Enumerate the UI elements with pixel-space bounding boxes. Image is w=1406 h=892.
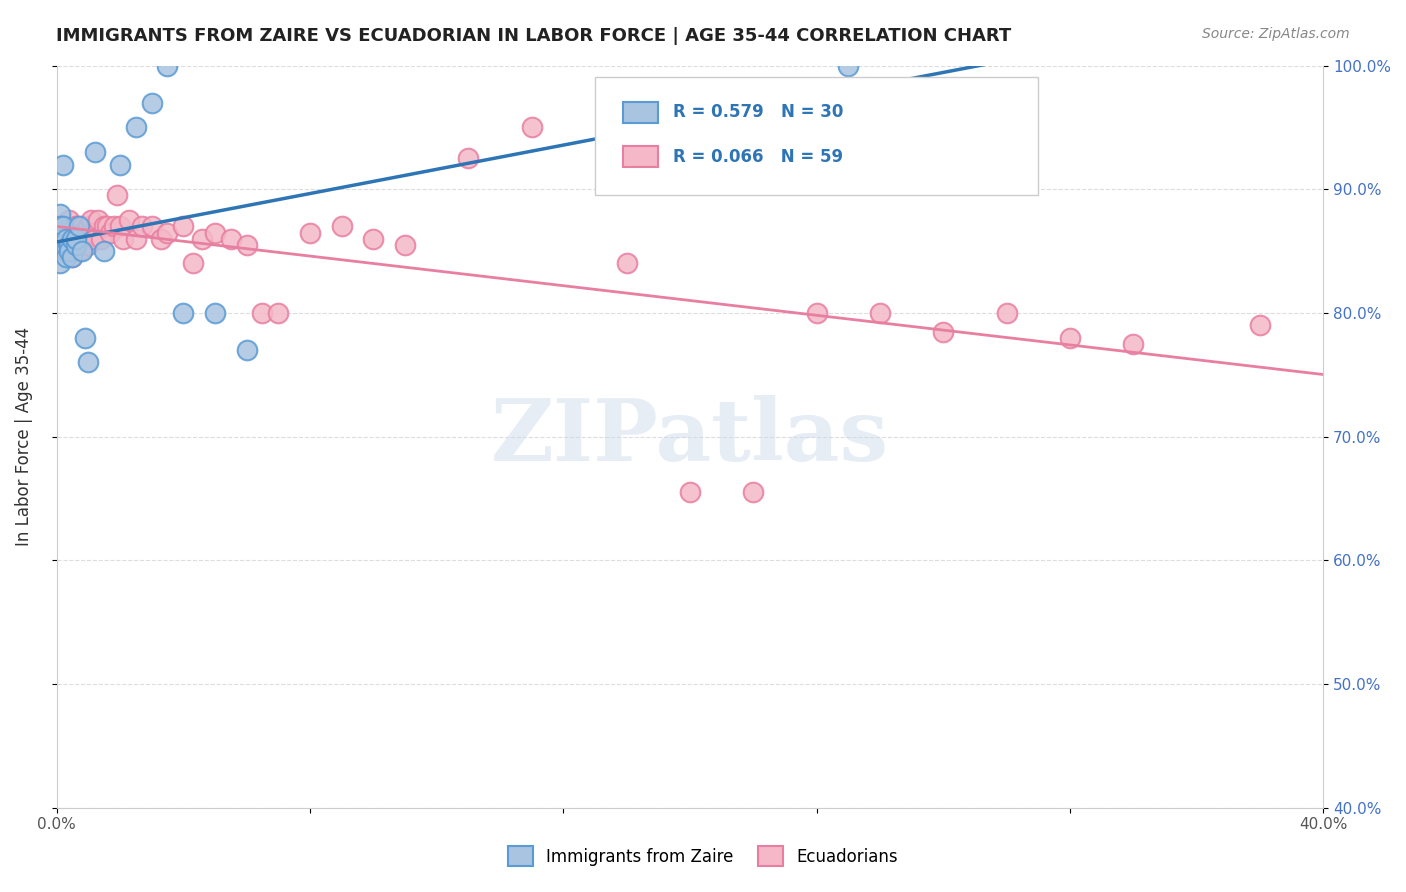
Point bbox=[55, 244, 77, 259]
Point bbox=[70, 244, 93, 259]
Point bbox=[62, 232, 84, 246]
Point bbox=[150, 232, 173, 246]
Point bbox=[49, 232, 72, 246]
Point bbox=[932, 325, 955, 339]
Point bbox=[181, 256, 204, 270]
Point bbox=[70, 226, 93, 240]
Point bbox=[55, 250, 77, 264]
Point bbox=[62, 250, 84, 264]
Text: IMMIGRANTS FROM ZAIRE VS ECUADORIAN IN LABOR FORCE | AGE 35-44 CORRELATION CHART: IMMIGRANTS FROM ZAIRE VS ECUADORIAN IN L… bbox=[56, 27, 1011, 45]
Point bbox=[869, 306, 891, 320]
Point bbox=[156, 59, 179, 73]
Point bbox=[58, 244, 80, 259]
Point bbox=[235, 238, 257, 252]
Point bbox=[75, 238, 97, 252]
Point bbox=[49, 207, 72, 221]
Point bbox=[58, 213, 80, 227]
Point bbox=[55, 238, 77, 252]
Text: R = 0.579   N = 30: R = 0.579 N = 30 bbox=[673, 103, 844, 121]
Point bbox=[131, 219, 153, 234]
Point bbox=[83, 232, 105, 246]
Point bbox=[141, 95, 163, 110]
Point bbox=[1249, 318, 1271, 333]
Point bbox=[67, 219, 90, 234]
Point bbox=[361, 232, 384, 246]
Point bbox=[118, 213, 141, 227]
Point bbox=[837, 59, 859, 73]
Point bbox=[55, 232, 77, 246]
Point bbox=[58, 238, 80, 252]
Point bbox=[83, 226, 105, 240]
Point bbox=[125, 120, 148, 135]
Point bbox=[52, 238, 75, 252]
Point bbox=[103, 219, 125, 234]
Point bbox=[172, 219, 194, 234]
Point bbox=[141, 219, 163, 234]
FancyBboxPatch shape bbox=[623, 146, 658, 168]
Point bbox=[108, 157, 131, 171]
Point bbox=[96, 219, 118, 234]
Point bbox=[65, 232, 87, 246]
Point bbox=[75, 331, 97, 345]
Point bbox=[267, 306, 290, 320]
Point bbox=[298, 226, 321, 240]
Point bbox=[100, 226, 122, 240]
Point bbox=[156, 226, 179, 240]
Text: Source: ZipAtlas.com: Source: ZipAtlas.com bbox=[1202, 27, 1350, 41]
Point bbox=[52, 219, 75, 234]
Point bbox=[679, 485, 702, 500]
Point bbox=[806, 306, 828, 320]
Point bbox=[252, 306, 274, 320]
Point bbox=[742, 485, 765, 500]
Text: R = 0.066   N = 59: R = 0.066 N = 59 bbox=[673, 148, 844, 166]
Point bbox=[65, 219, 87, 234]
Point bbox=[67, 226, 90, 240]
Legend: Immigrants from Zaire, Ecuadorians: Immigrants from Zaire, Ecuadorians bbox=[499, 838, 907, 875]
Point bbox=[77, 219, 100, 234]
Point bbox=[77, 238, 100, 252]
Point bbox=[49, 219, 72, 234]
Point bbox=[105, 188, 128, 202]
Point bbox=[93, 219, 115, 234]
Point bbox=[65, 238, 87, 252]
Point bbox=[90, 232, 112, 246]
Text: ZIPatlas: ZIPatlas bbox=[491, 394, 889, 479]
Point bbox=[1122, 337, 1144, 351]
Point bbox=[70, 219, 93, 234]
Point bbox=[80, 213, 103, 227]
Point bbox=[394, 238, 416, 252]
Point bbox=[49, 219, 72, 234]
Point bbox=[77, 355, 100, 369]
Point bbox=[112, 232, 135, 246]
Point bbox=[219, 232, 242, 246]
Point bbox=[108, 219, 131, 234]
Point bbox=[616, 256, 638, 270]
Point bbox=[75, 232, 97, 246]
Point bbox=[62, 232, 84, 246]
Point bbox=[520, 120, 543, 135]
Point bbox=[204, 306, 226, 320]
Point bbox=[87, 213, 110, 227]
Point bbox=[995, 306, 1018, 320]
FancyBboxPatch shape bbox=[595, 77, 1038, 195]
Point bbox=[172, 306, 194, 320]
Point bbox=[204, 226, 226, 240]
Point bbox=[1059, 331, 1081, 345]
Point bbox=[83, 145, 105, 160]
Point bbox=[67, 244, 90, 259]
Point bbox=[49, 256, 72, 270]
Point bbox=[62, 250, 84, 264]
Point bbox=[52, 238, 75, 252]
Point bbox=[65, 219, 87, 234]
Point bbox=[235, 343, 257, 357]
Point bbox=[80, 226, 103, 240]
Point bbox=[191, 232, 214, 246]
Y-axis label: In Labor Force | Age 35-44: In Labor Force | Age 35-44 bbox=[15, 327, 32, 546]
FancyBboxPatch shape bbox=[623, 102, 658, 123]
Point bbox=[457, 152, 479, 166]
Point bbox=[93, 244, 115, 259]
Point bbox=[52, 157, 75, 171]
Point bbox=[125, 232, 148, 246]
Point bbox=[330, 219, 353, 234]
